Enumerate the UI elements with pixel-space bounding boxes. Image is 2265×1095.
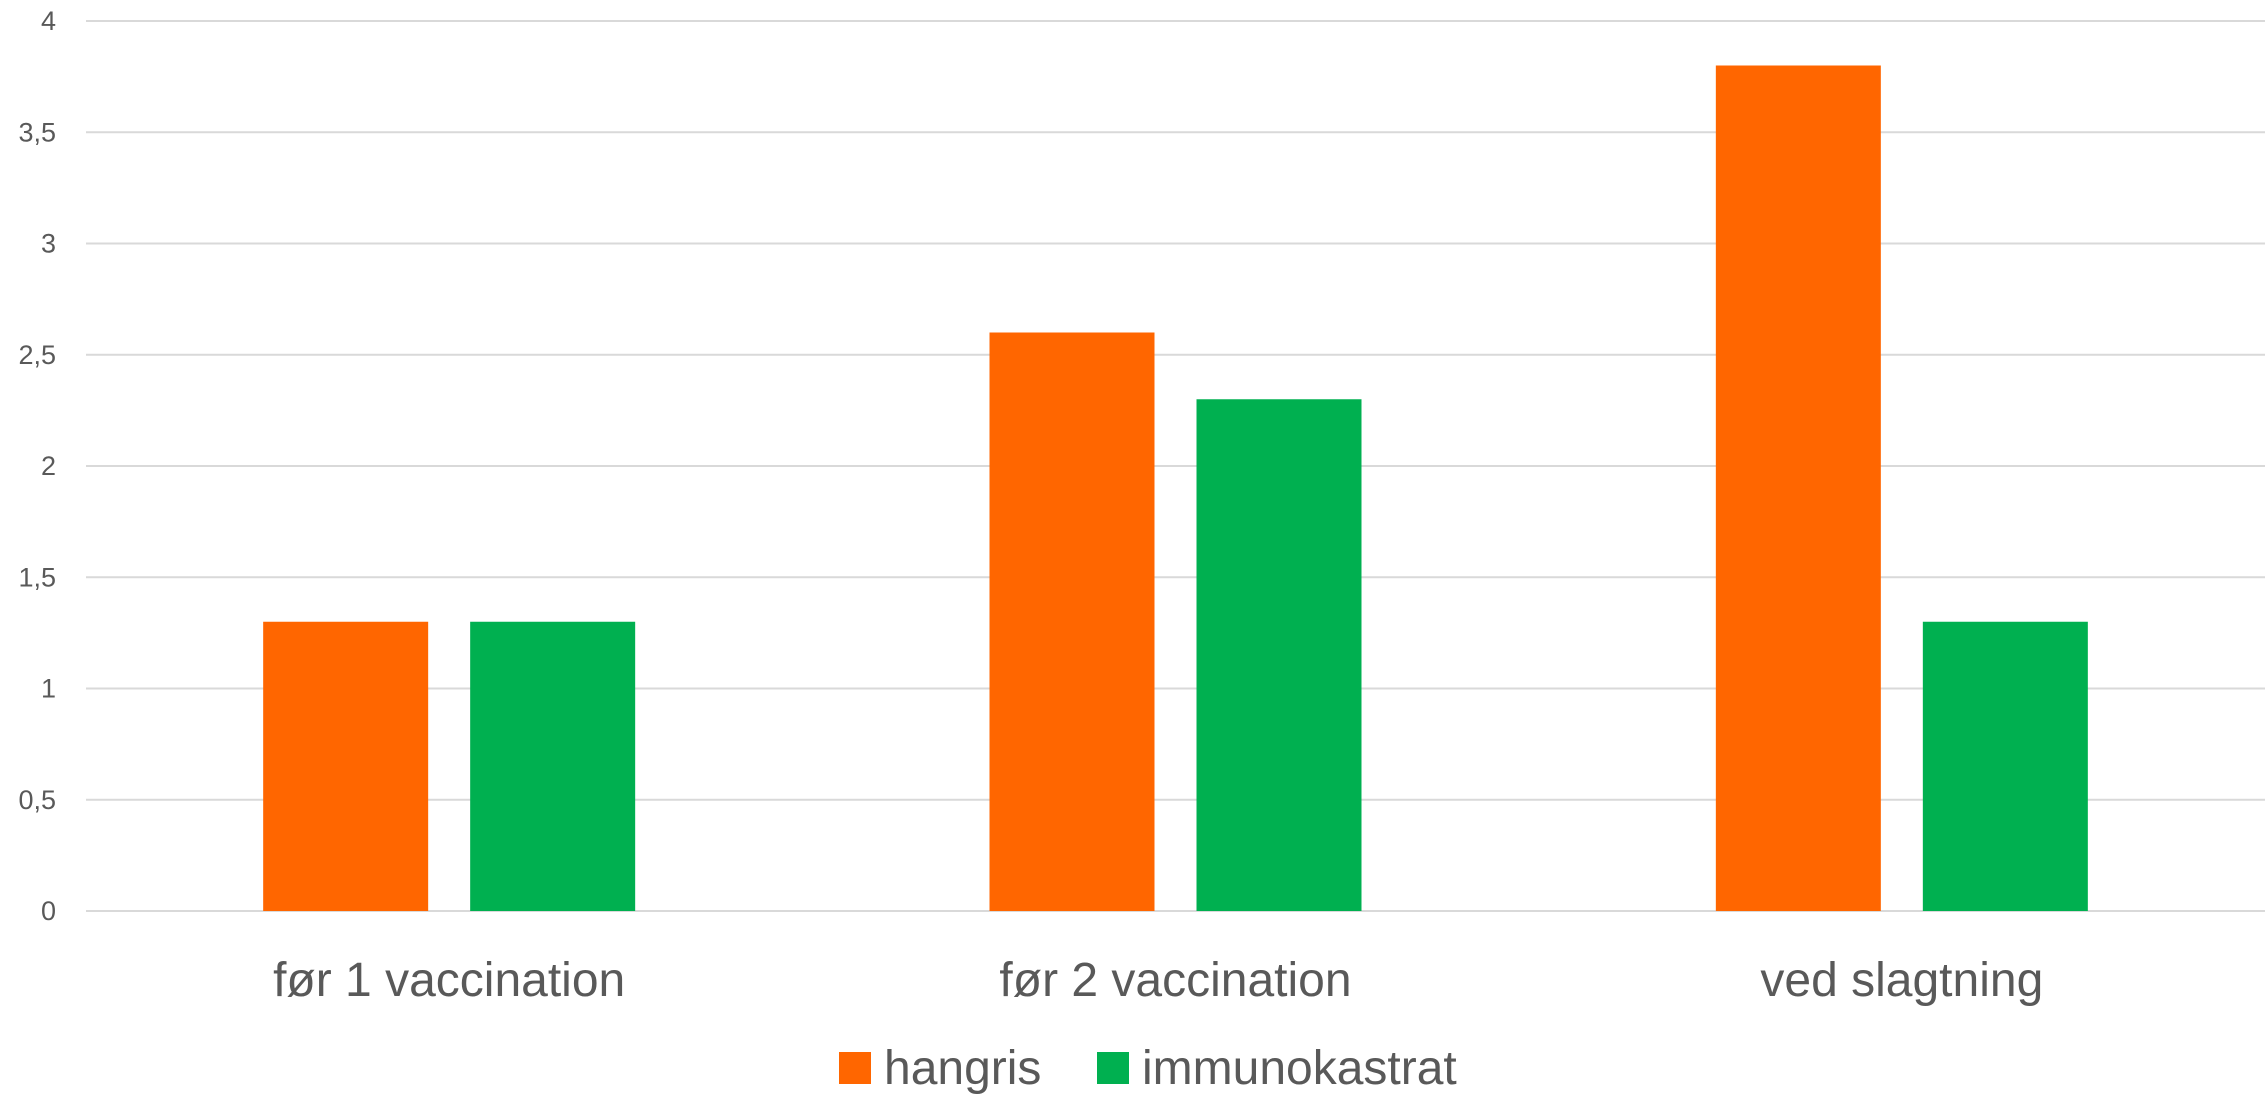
legend-swatch-immunokastrat bbox=[1097, 1052, 1129, 1084]
y-tick-label: 1,5 bbox=[18, 562, 56, 592]
x-category-label: før 2 vaccination bbox=[999, 954, 1351, 1007]
legend-label-immunokastrat: immunokastrat bbox=[1142, 1042, 1457, 1095]
y-tick-label: 1 bbox=[41, 674, 56, 704]
x-axis-category-labels: før 1 vaccination før 2 vaccination ved sl… bbox=[273, 954, 2043, 1007]
y-tick-label: 2 bbox=[41, 451, 56, 481]
bar-hangris-0 bbox=[263, 621, 429, 911]
y-axis-tick-labels: 0 0,5 1 1,5 2 2,5 3 3,5 4 bbox=[18, 6, 56, 926]
legend-swatch-hangris bbox=[839, 1052, 871, 1084]
x-category-label: ved slagtning bbox=[1760, 954, 2043, 1007]
y-tick-label: 2,5 bbox=[18, 340, 56, 370]
bar-hangris-1 bbox=[989, 332, 1155, 911]
y-tick-label: 3,5 bbox=[18, 117, 56, 147]
y-tick-label: 0,5 bbox=[18, 785, 56, 815]
y-tick-label: 0 bbox=[41, 896, 56, 926]
x-category-label: før 1 vaccination bbox=[273, 954, 625, 1007]
legend: hangris immunokastrat bbox=[839, 1042, 1457, 1095]
legend-label-hangris: hangris bbox=[884, 1042, 1041, 1095]
bar-immunokastrat-1 bbox=[1196, 399, 1362, 911]
bar-immunokastrat-0 bbox=[470, 621, 636, 911]
bars bbox=[263, 65, 2088, 911]
gridlines bbox=[86, 20, 2265, 912]
bar-hangris-2 bbox=[1715, 65, 1881, 911]
y-tick-label: 4 bbox=[41, 6, 56, 36]
bar-immunokastrat-2 bbox=[1922, 621, 2088, 911]
y-tick-label: 3 bbox=[41, 229, 56, 259]
